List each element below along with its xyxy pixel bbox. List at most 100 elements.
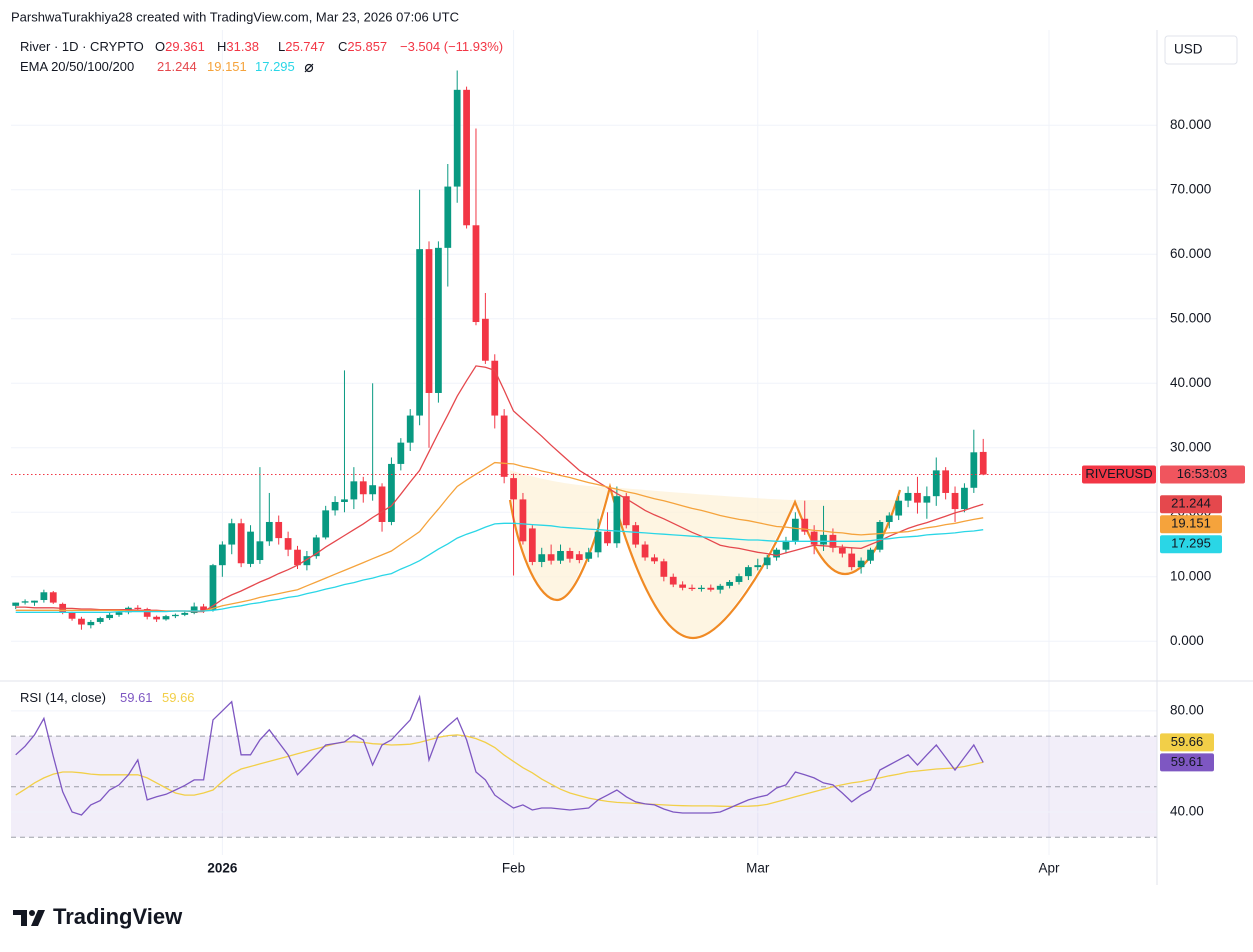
y-tick-label: 80.000 [1170,117,1211,132]
value-box [1160,515,1222,534]
ema-value: 19.151 [207,59,247,74]
ohlc-label: H [217,39,226,54]
value-box-label: 59.61 [1171,754,1204,769]
candle-body [228,523,236,545]
value-box-label: 17.295 [1171,536,1211,551]
candle-body [143,609,151,617]
candle-body [181,612,189,615]
candle-body [932,470,940,497]
candle-body [322,510,330,538]
candle-body [453,89,461,187]
candle-body [12,602,20,606]
candle-body [914,492,921,503]
candle-body [256,541,264,561]
candle-body [698,587,705,590]
candle-body [172,614,179,617]
candle-body [791,518,799,541]
countdown-box [1160,465,1245,484]
candle-body [369,485,377,495]
high-value: 31.38 [226,39,259,54]
logo-mark [31,910,45,926]
candle-body [115,612,123,615]
candle-body [341,499,348,502]
candle-body [679,584,687,588]
currency[interactable]: USD [1174,42,1203,57]
candle-body [669,576,677,585]
candle-body [303,556,311,566]
ohlc-label: L [278,39,285,54]
value-box [1160,535,1222,554]
candle-body [585,552,593,559]
currency-box[interactable] [1164,35,1238,65]
candle-body [895,500,903,516]
rsi-ma-line [15,734,984,808]
candle-body [31,600,38,603]
value-box [1160,753,1214,772]
candle-body [312,537,320,557]
candle-body [425,249,433,393]
candle-body [237,523,245,564]
y-tick-label: 60.000 [1170,246,1211,261]
candle-body [763,557,771,566]
logo-mark [13,910,27,926]
candle-body [463,89,470,226]
plot [11,70,1082,816]
candle-body [21,601,29,603]
candle-body [500,415,508,477]
candle-body [294,549,301,566]
value-box-label: 21.244 [1171,496,1211,511]
candle-body [885,515,893,522]
candle-body [397,442,405,464]
candle-body [472,225,480,323]
candle-body [444,186,452,248]
candle-body [923,496,931,503]
y-tick-label: 10.000 [1170,568,1211,583]
candle-body [961,487,968,510]
candle-body [782,540,790,550]
candle-body [557,551,564,561]
candle-body [838,547,846,554]
candle-body [726,581,733,586]
value-box [1160,495,1222,514]
candle-body [406,415,414,443]
candle-body [707,587,715,590]
candle-body [688,587,696,590]
rsi-line [15,694,984,816]
candle-body [218,544,226,566]
candle-body [745,567,752,577]
candle-body [613,496,621,544]
candle-body [547,554,555,561]
y-tick-label: 50.000 [1170,310,1211,325]
cup-handle-curve [508,482,902,640]
candle-body [378,486,386,522]
candle-body [773,549,780,558]
candle-body [716,585,724,590]
candle-body [416,249,423,416]
candle-body [876,521,884,550]
x-tick-label: 2026 [207,861,238,876]
symbol-label: RIVERUSD [1085,466,1152,481]
legend-ohlc: River · 1D · CRYPTO O29.361 H31.38 L25.747 C… [20,39,503,54]
candle-body [538,554,546,562]
brand-logo [13,910,45,926]
ohlc-label: C [338,39,347,54]
y-tick-label: 80.00 [1170,702,1204,717]
ema-value: 21.244 [157,59,197,74]
candle-body [660,561,668,577]
candle-body [68,612,76,619]
candle-body [575,554,583,561]
candle-body [867,549,874,561]
ohlc-label: O [155,39,165,54]
candle-body [604,531,611,544]
x-tick-label: Mar [746,861,770,876]
y-tick-label: 30.000 [1170,439,1211,454]
hide-icon[interactable] [304,63,314,73]
candle-body [820,534,827,545]
candle-body [801,518,809,532]
candle-body [209,565,217,610]
candle-body [284,538,292,550]
candle-body [970,452,978,488]
candle-body [632,525,640,545]
candle-body [388,463,395,522]
